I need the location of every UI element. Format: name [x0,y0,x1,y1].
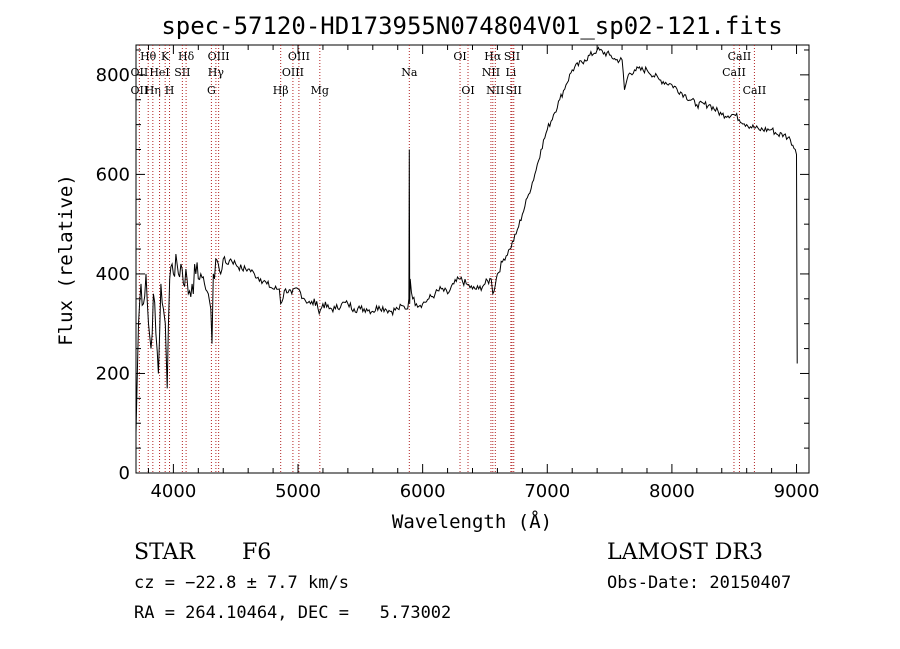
line-marker-label: HeI [149,66,169,79]
object-subclass: F6 [242,540,272,565]
line-marker-label: SII [174,66,190,79]
object-class: STAR [134,540,195,565]
x-tick-label: 4000 [150,481,196,502]
x-tick-label: 7000 [524,481,570,502]
coordinates: RA = 264.10464, DEC = 5.73002 [134,603,452,623]
redshift-velocity: cz = −22.8 ± 7.7 km/s [134,573,349,593]
line-marker-label: Hα [484,50,502,63]
line-marker-label: OI [453,50,466,63]
line-marker-label: G [207,84,216,97]
line-marker-label: NII [482,66,500,79]
line-marker-label: SII [506,84,522,97]
line-marker-label: CaII [743,84,767,97]
axis-ticks: 4000 5000 6000 7000 8000 9000 0 200 400 600 800 [96,45,820,502]
x-tick-label: 6000 [400,481,446,502]
line-marker-label: NII [486,84,504,97]
survey-name: LAMOST DR3 [607,540,763,565]
x-tick-label: 9000 [774,481,820,502]
line-marker-label: OII [131,84,149,97]
line-marker-label: Hη [145,84,161,97]
line-marker-label: Na [401,66,418,79]
line-marker-label: OIII [208,50,230,63]
line-marker-label: OI [461,84,474,97]
observation-date: Obs-Date: 20150407 [607,573,792,593]
y-tick-label: 400 [96,264,130,285]
line-marker-label: Mg [311,84,329,97]
line-marker-label: Hδ [178,50,195,63]
y-tick-label: 600 [96,164,130,185]
x-tick-label: 5000 [275,481,321,502]
line-marker-label: Li [505,66,516,79]
y-tick-label: 0 [119,463,130,484]
y-axis-label: Flux (relative) [55,174,77,346]
x-tick-label: 8000 [649,481,695,502]
line-marker-label: Hβ [273,84,289,97]
line-marker-label: OII [131,66,149,79]
x-axis-label: Wavelength (Å) [392,510,552,533]
line-marker-label: OIII [288,50,310,63]
line-marker-label: K [161,50,170,63]
line-marker-label: CaII [728,50,752,63]
line-marker-label: SII [504,50,520,63]
y-tick-label: 200 [96,363,130,384]
line-marker-label: Hθ [140,50,157,63]
y-tick-label: 800 [96,65,130,86]
chart-title: spec-57120-HD173955N074804V01_sp02-121.f… [161,12,782,40]
line-marker-label: CaII [722,66,746,79]
plot-frame [135,44,810,474]
line-marker-label: H [165,84,175,97]
line-marker-label: OIII [282,66,304,79]
line-marker-label: Hγ [208,66,225,79]
spectrum-line [135,46,798,434]
